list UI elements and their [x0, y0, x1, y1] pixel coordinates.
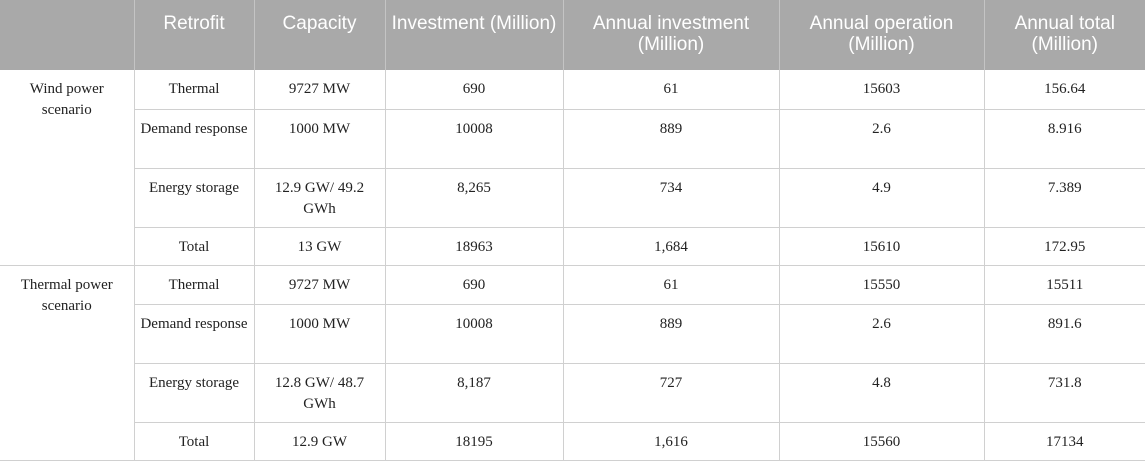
retrofit-cell: Thermal — [133, 70, 254, 110]
retrofit-cell: Energy storage — [133, 168, 254, 228]
retrofit-cell: Thermal — [133, 265, 254, 305]
table-row: Total 13 GW 18963 1,684 15610 172.95 — [0, 227, 1145, 266]
table-row: Wind power scenario Thermal 9727 MW 690 … — [0, 70, 1145, 266]
annual-operation-cell: 15550 — [778, 265, 984, 305]
investment-cell: 690 — [384, 265, 563, 305]
annual-total-cell: 8.916 — [983, 109, 1145, 169]
retrofit-cell: Demand response — [133, 109, 254, 169]
header-scenario — [0, 0, 134, 70]
annual-operation-cell: 15603 — [778, 70, 984, 110]
annual-total-cell: 172.95 — [983, 227, 1145, 266]
investment-cell: 18195 — [384, 422, 563, 461]
investment-cell: 8,265 — [384, 168, 563, 228]
annual-total-cell: 891.6 — [983, 304, 1145, 364]
header-investment: Investment (Million) — [384, 0, 563, 70]
capacity-cell: 1000 MW — [253, 304, 385, 364]
header-annual-operation: Annual operation (Million) — [778, 0, 984, 70]
header-annual-investment: Annual investment (Million) — [562, 0, 779, 70]
table-row: Thermal power scenario Thermal 9727 MW 6… — [0, 265, 1145, 461]
retrofit-cell: Energy storage — [133, 363, 254, 423]
capacity-cell: 9727 MW — [253, 265, 385, 305]
annual-investment-cell: 889 — [562, 109, 779, 169]
scenario-cell: Thermal power scenario — [0, 265, 134, 461]
investment-cell: 18963 — [384, 227, 563, 266]
annual-total-cell: 731.8 — [983, 363, 1145, 423]
table-row: Energy storage 12.9 GW/ 49.2 GWh 8,265 7… — [0, 168, 1145, 228]
annual-investment-cell: 727 — [562, 363, 779, 423]
header-row: Retrofit Capacity Investment (Million) A… — [0, 0, 1145, 70]
table-row: Demand response 1000 MW 10008 889 2.6 8.… — [0, 109, 1145, 169]
annual-operation-cell: 2.6 — [778, 109, 984, 169]
annual-investment-cell: 734 — [562, 168, 779, 228]
header-annual-total: Annual total (Million) — [983, 0, 1145, 70]
investment-cell: 690 — [384, 70, 563, 110]
investment-cell: 10008 — [384, 109, 563, 169]
capacity-cell: 9727 MW — [253, 70, 385, 110]
retrofit-cell: Total — [133, 422, 254, 461]
investment-cell: 10008 — [384, 304, 563, 364]
capacity-cell: 12.8 GW/ 48.7 GWh — [253, 363, 385, 423]
table-row: Demand response 1000 MW 10008 889 2.6 89… — [0, 304, 1145, 364]
annual-investment-cell: 1,684 — [562, 227, 779, 266]
capacity-cell: 13 GW — [253, 227, 385, 266]
table-row: Total 12.9 GW 18195 1,616 15560 17134 — [0, 422, 1145, 461]
annual-operation-cell: 15610 — [778, 227, 984, 266]
annual-total-cell: 156.64 — [983, 70, 1145, 110]
capacity-cell: 12.9 GW — [253, 422, 385, 461]
retrofit-cell: Demand response — [133, 304, 254, 364]
annual-investment-cell: 61 — [562, 265, 779, 305]
header-retrofit: Retrofit — [133, 0, 254, 70]
annual-total-cell: 7.389 — [983, 168, 1145, 228]
annual-investment-cell: 61 — [562, 70, 779, 110]
capacity-cell: 12.9 GW/ 49.2 GWh — [253, 168, 385, 228]
capacity-cell: 1000 MW — [253, 109, 385, 169]
annual-operation-cell: 4.9 — [778, 168, 984, 228]
annual-total-cell: 15511 — [983, 265, 1145, 305]
investment-cell: 8,187 — [384, 363, 563, 423]
annual-investment-cell: 1,616 — [562, 422, 779, 461]
annual-operation-cell: 15560 — [778, 422, 984, 461]
annual-operation-cell: 4.8 — [778, 363, 984, 423]
annual-investment-cell: 889 — [562, 304, 779, 364]
annual-total-cell: 17134 — [983, 422, 1145, 461]
annual-operation-cell: 2.6 — [778, 304, 984, 364]
retrofit-cell: Total — [133, 227, 254, 266]
header-capacity: Capacity — [253, 0, 385, 70]
scenario-cell: Wind power scenario — [0, 70, 134, 266]
table-row: Energy storage 12.8 GW/ 48.7 GWh 8,187 7… — [0, 363, 1145, 423]
